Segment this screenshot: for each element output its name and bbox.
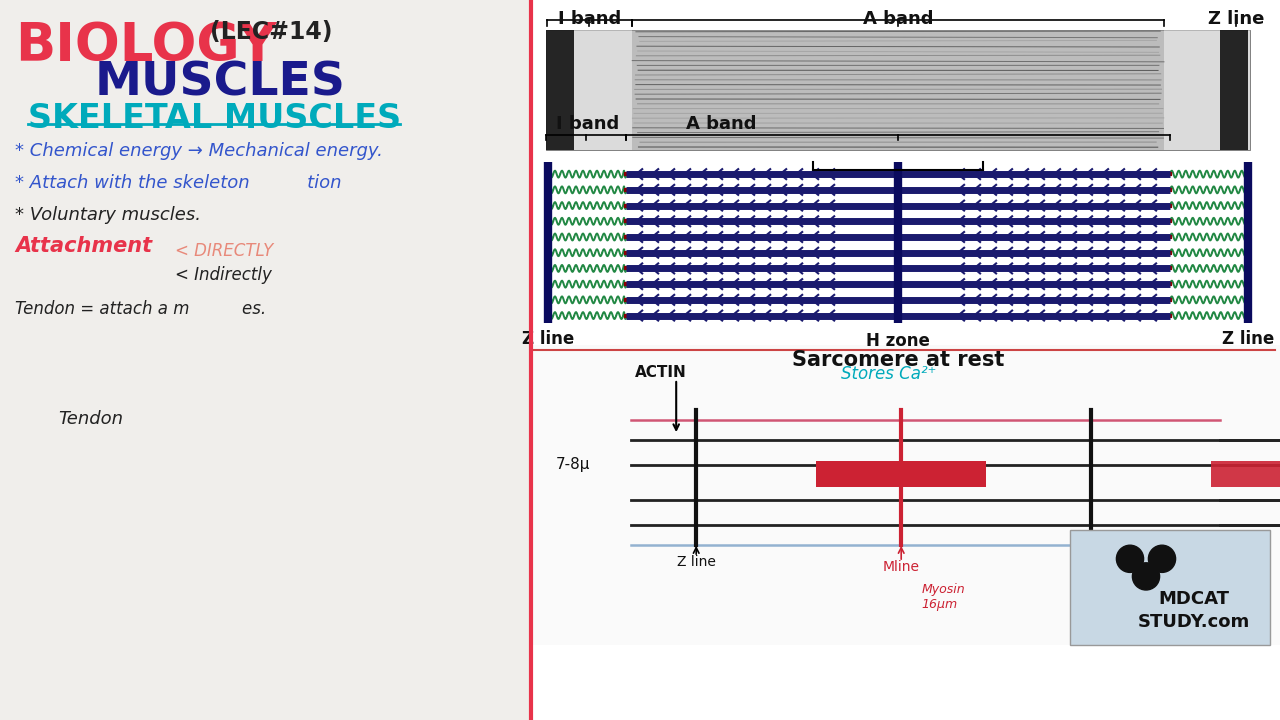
Text: < DIRECTLY: < DIRECTLY [175, 242, 273, 260]
Bar [534, 345, 1280, 645]
Text: Zline: Zline [1121, 555, 1156, 569]
Text: Z line: Z line [677, 555, 716, 569]
Text: Z line: Z line [1222, 330, 1274, 348]
Circle shape [1116, 545, 1143, 572]
Text: Tendon = attach a m          es.: Tendon = attach a m es. [15, 300, 266, 318]
Text: 7-8μ: 7-8μ [557, 457, 590, 472]
Bar [531, 0, 1280, 720]
Text: A band: A band [863, 10, 933, 28]
Bar [547, 30, 1251, 150]
Text: ACTIN: ACTIN [635, 365, 687, 380]
Bar [632, 30, 1164, 150]
Text: Mline: Mline [883, 560, 920, 574]
Text: Tendon: Tendon [58, 410, 123, 428]
Bar [1220, 30, 1248, 150]
Text: MUSCLES: MUSCLES [95, 60, 346, 105]
Bar [1211, 461, 1280, 487]
Text: Attachment: Attachment [15, 236, 152, 256]
Bar [1070, 530, 1270, 645]
Bar [544, 155, 1265, 330]
Text: Stores Ca²⁺: Stores Ca²⁺ [841, 365, 937, 383]
Bar [547, 30, 575, 150]
Text: SKELETAL MUSCLES: SKELETAL MUSCLES [28, 102, 401, 135]
Text: I band: I band [558, 10, 621, 28]
Text: MDCAT
STUDY.com: MDCAT STUDY.com [1138, 590, 1251, 631]
Text: I band: I band [557, 115, 620, 133]
Text: H zone: H zone [867, 332, 931, 350]
Circle shape [1148, 545, 1175, 572]
Text: Myosin
16μm: Myosin 16μm [922, 583, 965, 611]
Text: Z line: Z line [522, 330, 575, 348]
Text: < Indirectly: < Indirectly [175, 266, 271, 284]
Bar [817, 461, 986, 487]
Circle shape [1133, 563, 1160, 590]
Text: BIOLOGY: BIOLOGY [15, 20, 276, 72]
Bar [1164, 30, 1251, 150]
Bar [547, 30, 632, 150]
Text: * Chemical energy → Mechanical energy.: * Chemical energy → Mechanical energy. [15, 142, 383, 160]
Text: * Voluntary muscles.: * Voluntary muscles. [15, 206, 201, 224]
Text: A band: A band [686, 115, 756, 133]
Text: Sarcomere at rest: Sarcomere at rest [792, 350, 1005, 370]
Text: Z line: Z line [1208, 10, 1265, 28]
Text: (LEC#14): (LEC#14) [210, 20, 333, 44]
Text: * Attach with the skeleton          tion: * Attach with the skeleton tion [15, 174, 342, 192]
